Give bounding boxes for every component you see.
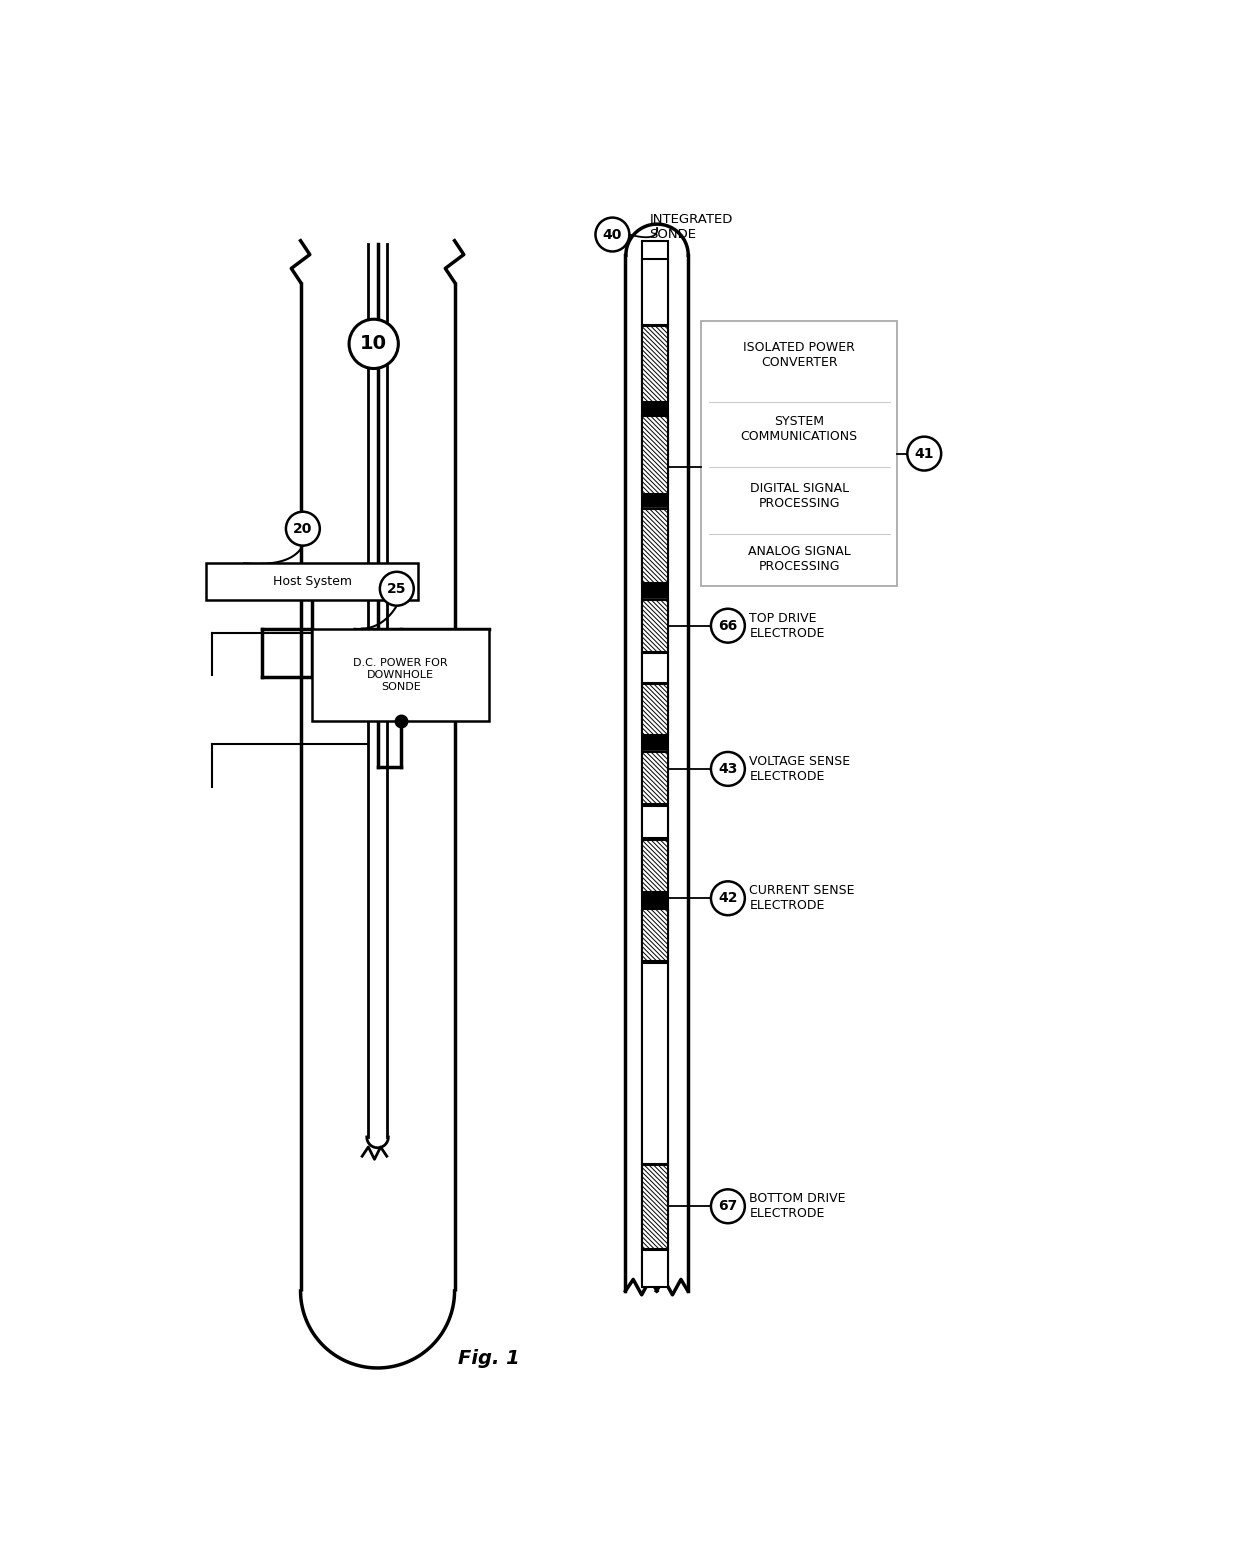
Circle shape	[595, 217, 630, 252]
Circle shape	[711, 608, 745, 642]
Bar	[641, 327, 668, 402]
Bar	[641, 1250, 668, 1286]
Text: 42: 42	[718, 891, 738, 905]
Bar	[641, 583, 668, 599]
Bar	[641, 653, 668, 683]
Text: BOTTOM DRIVE
ELECTRODE: BOTTOM DRIVE ELECTRODE	[749, 1193, 846, 1221]
Text: ISOLATED POWER
CONVERTER: ISOLATED POWER CONVERTER	[743, 341, 856, 369]
Text: 66: 66	[718, 619, 738, 633]
Bar	[641, 1166, 668, 1249]
Text: 25: 25	[387, 581, 407, 596]
Bar	[641, 910, 668, 961]
Text: 43: 43	[718, 761, 738, 775]
Text: 41: 41	[914, 447, 934, 461]
Text: ANALOG SIGNAL
PROCESSING: ANALOG SIGNAL PROCESSING	[748, 545, 851, 574]
Circle shape	[286, 511, 320, 545]
Circle shape	[711, 1189, 745, 1224]
Bar	[206, 563, 418, 600]
Text: 40: 40	[603, 228, 622, 242]
Text: VOLTAGE SENSE
ELECTRODE: VOLTAGE SENSE ELECTRODE	[749, 755, 851, 783]
Text: D.C. POWER FOR
DOWNHOLE
SONDE: D.C. POWER FOR DOWNHOLE SONDE	[353, 658, 448, 691]
Bar	[641, 892, 668, 908]
Bar	[312, 628, 490, 721]
Circle shape	[379, 572, 414, 606]
Text: Fig. 1: Fig. 1	[459, 1349, 520, 1368]
Circle shape	[711, 882, 745, 916]
Text: 20: 20	[293, 522, 312, 536]
Text: 67: 67	[718, 1199, 738, 1213]
FancyBboxPatch shape	[701, 320, 898, 586]
Text: 10: 10	[360, 334, 387, 353]
Bar	[641, 963, 668, 1164]
Text: SYSTEM
COMMUNICATIONS: SYSTEM COMMUNICATIONS	[740, 414, 858, 442]
Bar	[641, 685, 668, 735]
Bar	[641, 735, 668, 750]
Bar	[641, 508, 668, 583]
Bar	[641, 600, 668, 652]
Bar	[641, 807, 668, 838]
Bar	[641, 416, 668, 494]
Circle shape	[908, 436, 941, 470]
Text: INTEGRATED
SONDE: INTEGRATED SONDE	[650, 213, 733, 241]
Bar	[641, 839, 668, 892]
Bar	[641, 259, 668, 325]
Text: DIGITAL SIGNAL
PROCESSING: DIGITAL SIGNAL PROCESSING	[749, 481, 848, 510]
Bar	[641, 402, 668, 414]
Text: CURRENT SENSE
ELECTRODE: CURRENT SENSE ELECTRODE	[749, 885, 854, 913]
Text: Host System: Host System	[273, 575, 352, 588]
Circle shape	[350, 319, 398, 369]
Bar	[641, 241, 668, 1283]
Bar	[641, 494, 668, 506]
Text: TOP DRIVE
ELECTRODE: TOP DRIVE ELECTRODE	[749, 611, 825, 639]
Bar	[641, 752, 668, 805]
Circle shape	[711, 752, 745, 786]
